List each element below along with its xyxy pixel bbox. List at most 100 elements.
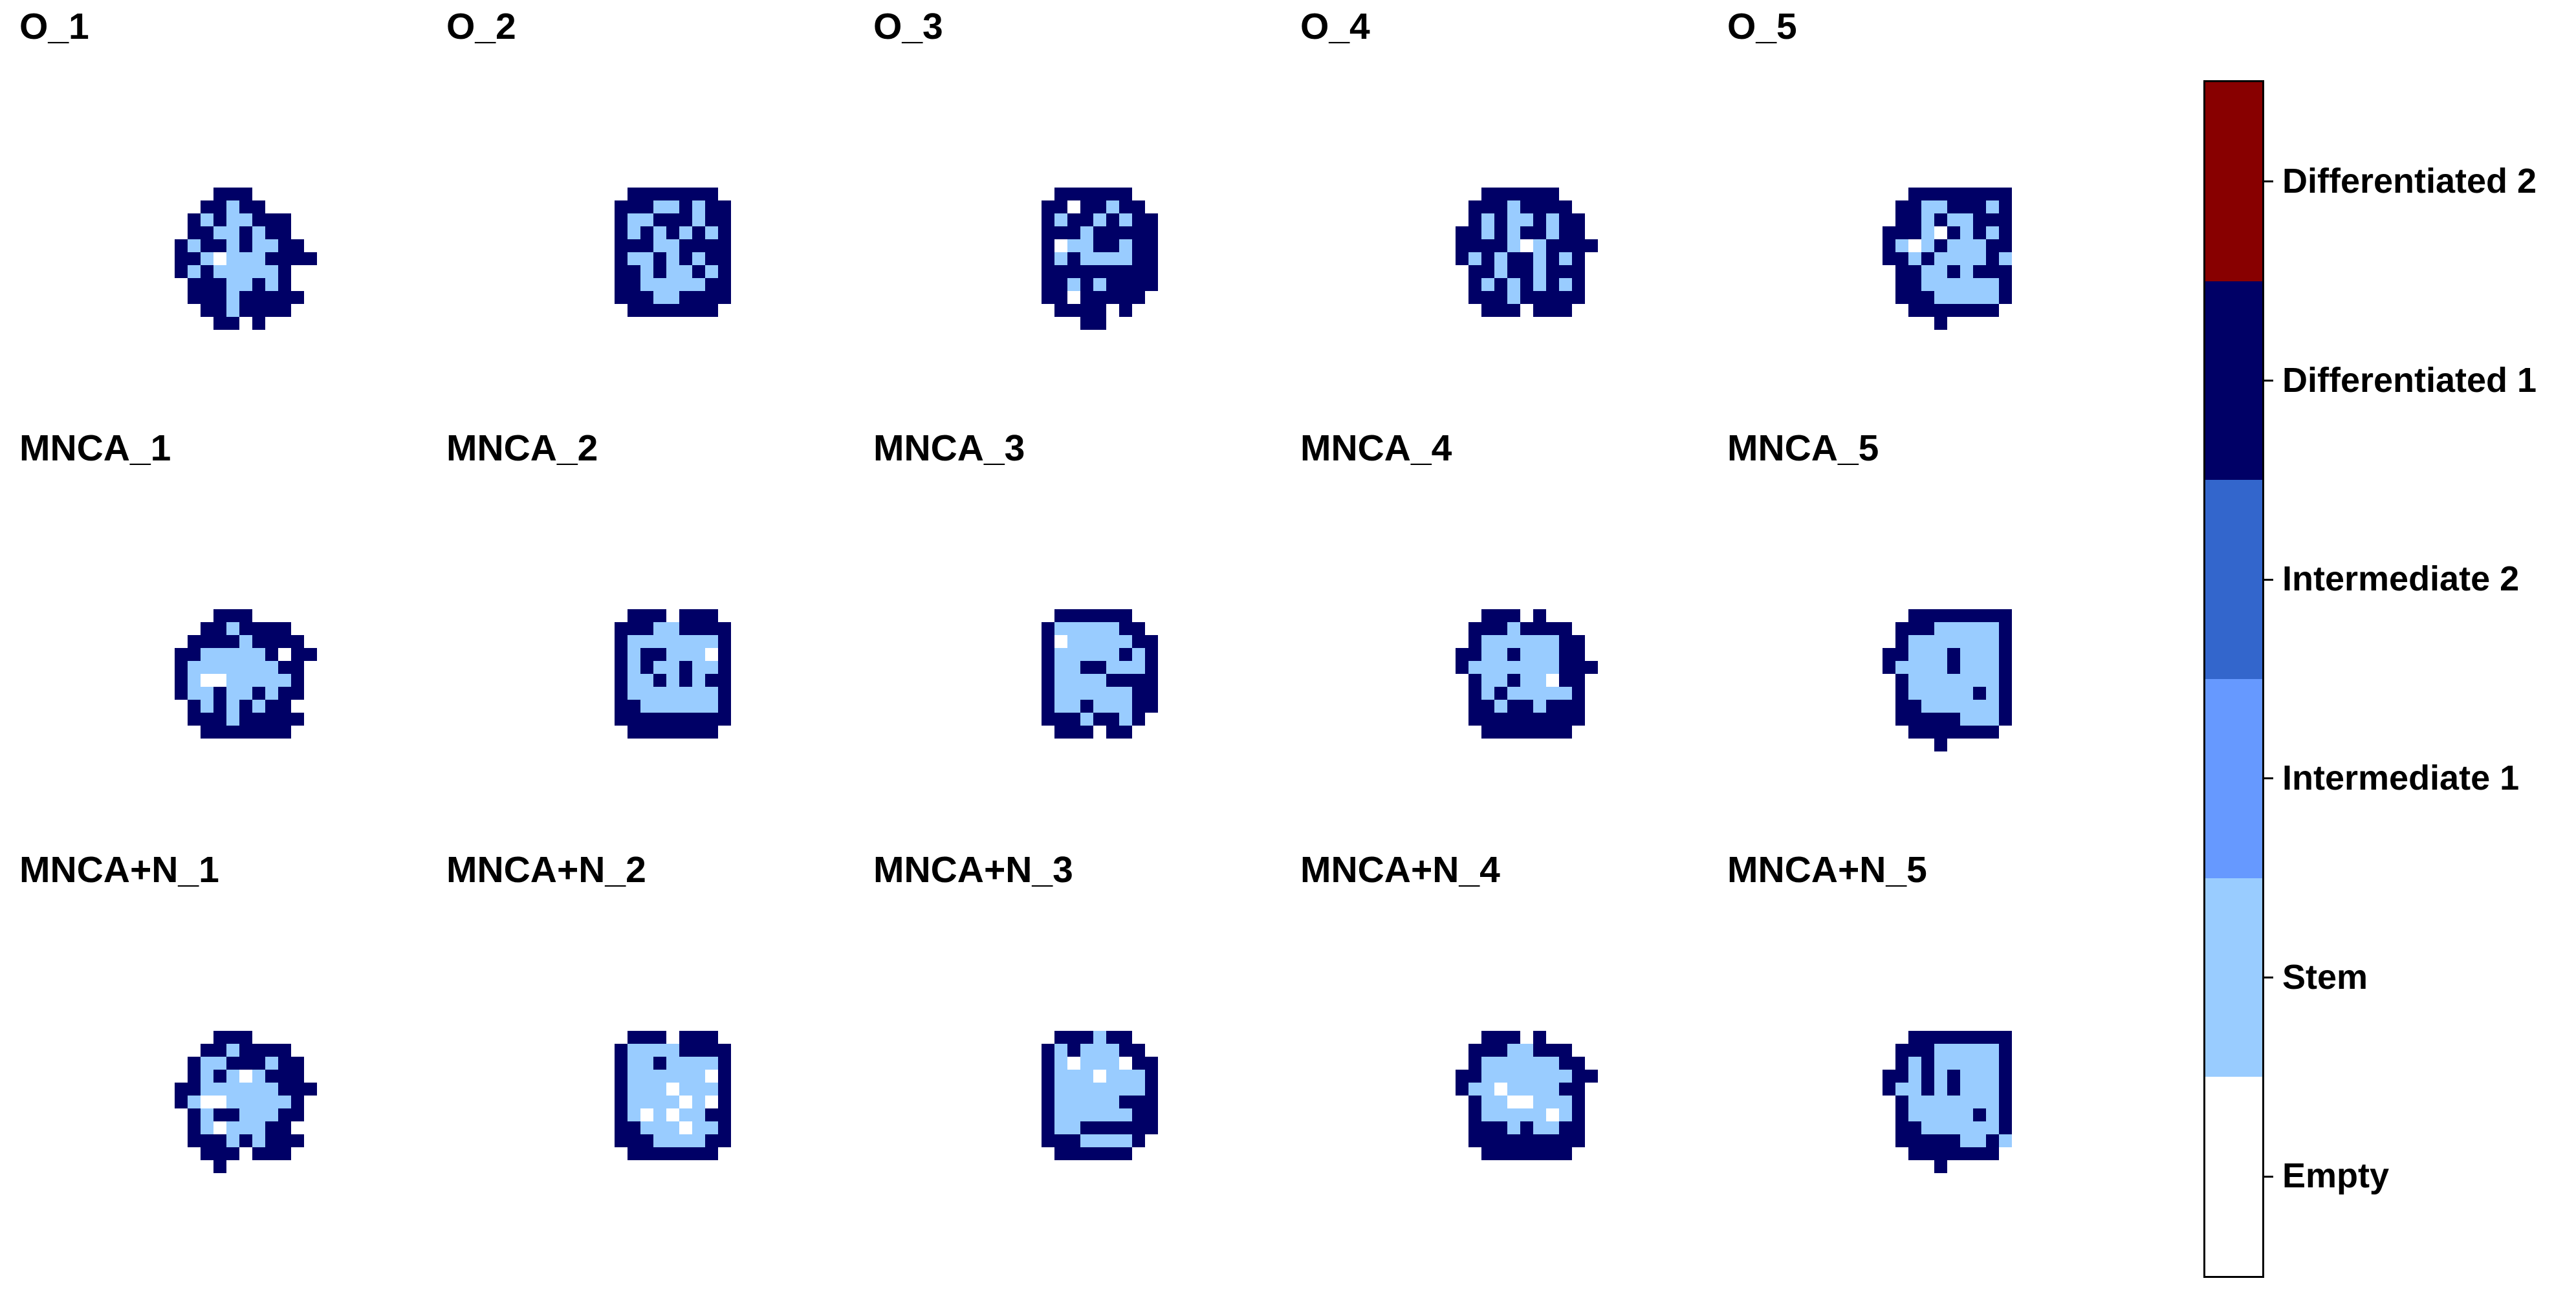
lattice-cell xyxy=(1883,1083,1895,1096)
lattice-cell xyxy=(1132,635,1145,648)
lattice-cell xyxy=(1559,1044,1572,1057)
lattice-cell xyxy=(1934,265,1947,278)
lattice-cell xyxy=(1132,213,1145,226)
lattice-cell xyxy=(278,1070,291,1083)
lattice-cell xyxy=(1132,674,1145,687)
lattice-cell xyxy=(1908,674,1921,687)
lattice-cell xyxy=(213,1044,226,1057)
lattice-cell xyxy=(1921,226,1934,239)
lattice-cell xyxy=(692,1096,705,1108)
lattice-cell xyxy=(1960,213,1973,226)
lattice-cell xyxy=(1080,674,1093,687)
lattice-cell xyxy=(679,291,692,304)
lattice-cell xyxy=(1986,713,1999,726)
lattice-cell xyxy=(1960,278,1973,291)
lattice-cell xyxy=(1960,1096,1973,1108)
lattice-cell xyxy=(1067,265,1080,278)
lattice-cell xyxy=(666,713,679,726)
lattice-cell xyxy=(1145,661,1158,674)
lattice-cell xyxy=(226,304,239,317)
lattice-cell xyxy=(1067,1108,1080,1121)
lattice-cell xyxy=(1999,1108,2012,1121)
lattice-cell xyxy=(615,635,628,648)
lattice-cell xyxy=(1468,226,1481,239)
lattice-cell xyxy=(1132,648,1145,661)
lattice-cell xyxy=(1093,1134,1106,1147)
lattice-cell xyxy=(1119,1044,1132,1057)
lattice-cell xyxy=(1119,1121,1132,1134)
lattice-cell xyxy=(252,278,265,291)
lattice-cell xyxy=(1520,291,1533,304)
lattice-cell xyxy=(1080,1108,1093,1121)
lattice-cell xyxy=(1960,674,1973,687)
lattice-cell xyxy=(1468,1083,1481,1096)
lattice-cell xyxy=(213,713,226,726)
lattice-cell xyxy=(1947,291,1960,304)
lattice-cell xyxy=(692,1044,705,1057)
lattice-cell xyxy=(718,1070,731,1083)
lattice-cell xyxy=(679,609,692,622)
lattice-cell xyxy=(265,304,278,317)
lattice-cell xyxy=(1973,1031,1986,1044)
lattice-cell xyxy=(1507,304,1520,317)
lattice-cell xyxy=(1895,1070,1908,1083)
lattice-cell xyxy=(213,661,226,674)
lattice-cell xyxy=(1895,226,1908,239)
lattice-cell xyxy=(1520,700,1533,713)
lattice-cell xyxy=(718,291,731,304)
lattice-cell xyxy=(252,304,265,317)
lattice-cell xyxy=(1481,648,1494,661)
lattice-cell xyxy=(1080,687,1093,700)
lattice-cell xyxy=(1119,1031,1132,1044)
lattice-cell xyxy=(692,304,705,317)
lattice-cell xyxy=(1042,278,1054,291)
lattice-cell xyxy=(1093,252,1106,265)
lattice-cell xyxy=(1106,661,1119,674)
lattice-cell xyxy=(239,635,252,648)
lattice-cell xyxy=(291,1134,304,1147)
lattice-cell xyxy=(1481,726,1494,739)
lattice-cell xyxy=(1895,1121,1908,1134)
lattice-cell xyxy=(1921,687,1934,700)
lattice-cell xyxy=(653,622,666,635)
lattice-cell xyxy=(1908,1096,1921,1108)
lattice-cell xyxy=(175,687,188,700)
lattice-cell xyxy=(201,713,213,726)
lattice-cell xyxy=(1520,1083,1533,1096)
lattice-cell xyxy=(1947,635,1960,648)
lattice-cell xyxy=(1986,265,1999,278)
lattice-cell xyxy=(1507,1083,1520,1096)
lattice-cell xyxy=(679,239,692,252)
lattice-cell xyxy=(188,687,201,700)
lattice-cell xyxy=(615,1044,628,1057)
lattice-cell xyxy=(679,226,692,239)
lattice-cell xyxy=(1494,1121,1507,1134)
lattice-cell xyxy=(666,252,679,265)
lattice-cell xyxy=(1093,1121,1106,1134)
lattice-cell xyxy=(239,213,252,226)
lattice-cell xyxy=(1973,200,1986,213)
lattice-cell xyxy=(1042,687,1054,700)
lattice-cell xyxy=(201,1044,213,1057)
lattice-cell xyxy=(252,265,265,278)
lattice-cell xyxy=(1934,687,1947,700)
lattice-cell xyxy=(666,200,679,213)
lattice-cell xyxy=(1119,291,1132,304)
lattice-cell xyxy=(291,635,304,648)
lattice-cell xyxy=(1921,304,1934,317)
lattice-cell xyxy=(1481,661,1494,674)
lattice-cell xyxy=(705,304,718,317)
lattice-cell xyxy=(1883,239,1895,252)
lattice-cell xyxy=(1883,661,1895,674)
lattice-cell xyxy=(615,252,628,265)
lattice-cell xyxy=(1973,635,1986,648)
lattice-cell xyxy=(1895,1096,1908,1108)
lattice-cell xyxy=(679,252,692,265)
lattice-cell xyxy=(1986,1044,1999,1057)
lattice-cell xyxy=(291,648,304,661)
lattice-cell xyxy=(679,304,692,317)
lattice-cell xyxy=(213,726,226,739)
lattice-cell xyxy=(239,1121,252,1134)
lattice-cell xyxy=(628,1083,640,1096)
lattice-cell xyxy=(640,635,653,648)
